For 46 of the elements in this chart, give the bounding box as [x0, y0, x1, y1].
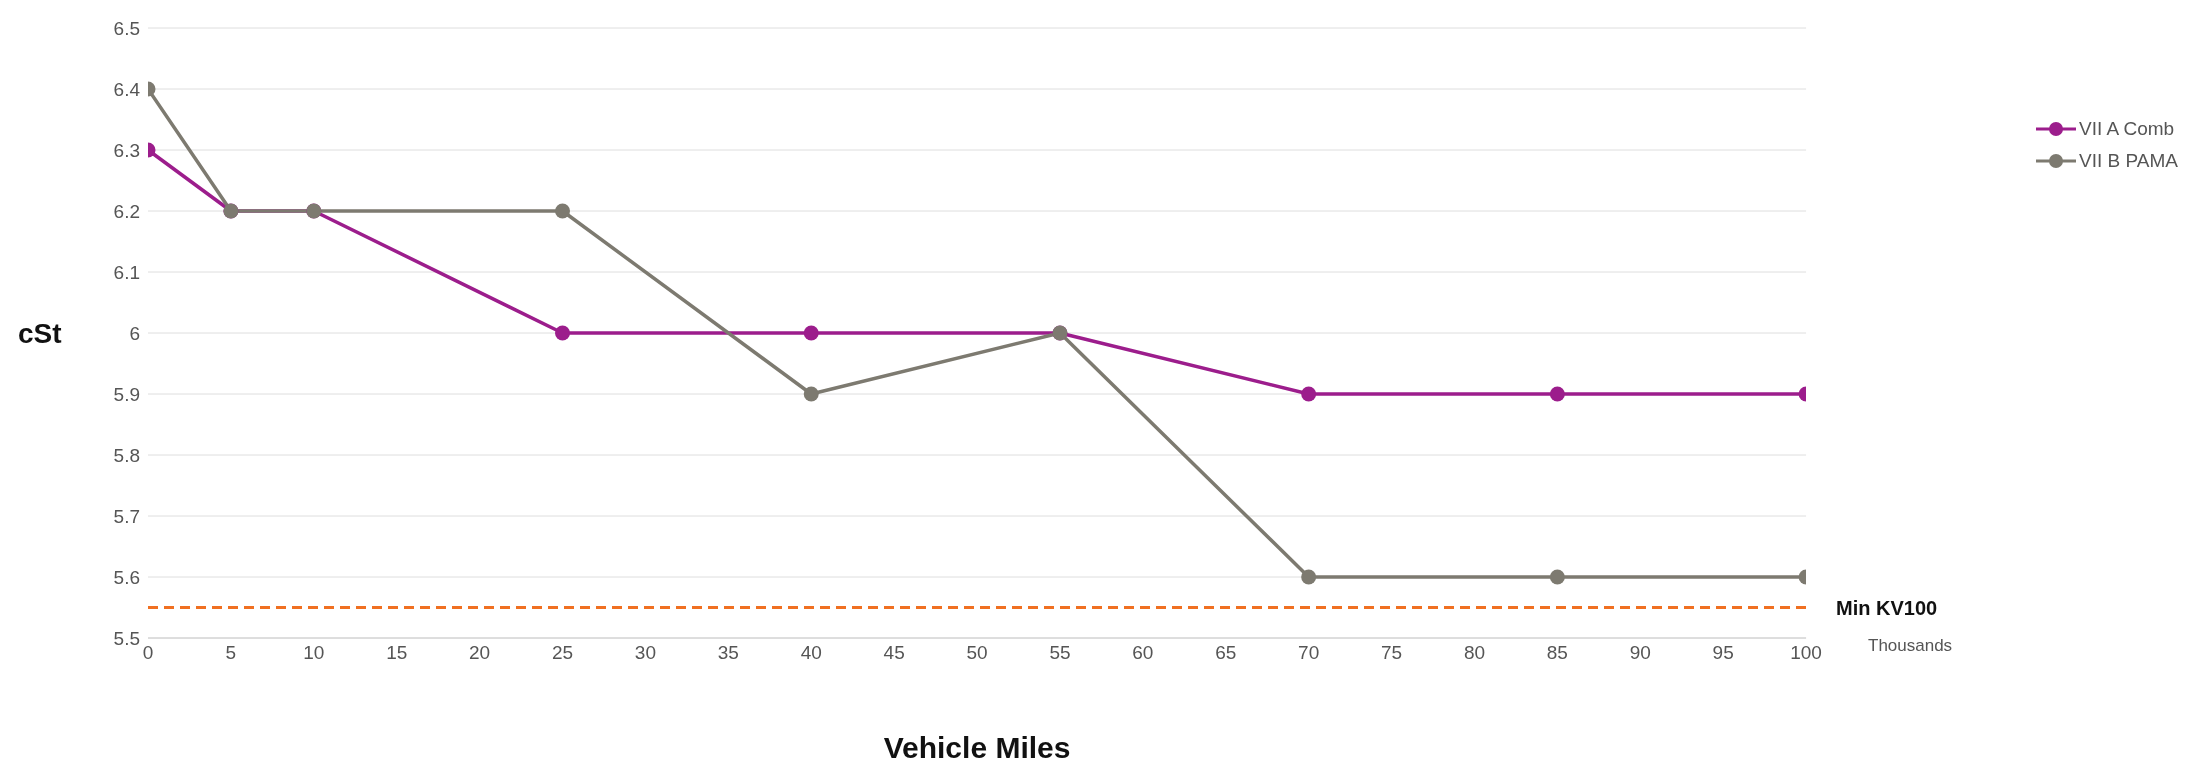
x-tick-label: 100: [1790, 642, 1822, 664]
x-tick-label: 90: [1629, 642, 1651, 664]
x-tick-label: 50: [966, 642, 988, 664]
x-tick-label: 80: [1463, 642, 1486, 664]
point: [803, 325, 819, 341]
point: [803, 386, 819, 402]
y-tick-label: 6.2: [113, 200, 140, 222]
y-tick-label: 5.8: [113, 444, 140, 466]
point: [1549, 386, 1565, 402]
x-tick-label: 95: [1712, 642, 1734, 664]
point: [555, 325, 571, 341]
legend-label: VII A Comb: [2079, 118, 2175, 140]
y-tick-label: 6.3: [113, 139, 140, 161]
x-tick-label: 75: [1381, 642, 1403, 664]
text: Thousands: [1868, 636, 1953, 656]
x-tick-label: 30: [634, 642, 656, 664]
x-tick-label: 85: [1546, 642, 1568, 664]
point: [1301, 386, 1317, 402]
y-tick-label: 5.9: [113, 383, 140, 405]
x-tick-label: 55: [1049, 642, 1071, 664]
x-tick-label: 15: [386, 642, 408, 664]
x-tick-label: 40: [800, 642, 822, 664]
x-axis-title: Vehicle Miles: [883, 731, 1071, 764]
y-tick-label: 5.6: [113, 566, 140, 588]
x-tick-label: 0: [142, 642, 154, 664]
x-tick-label: 45: [883, 642, 905, 664]
x-tick-label: 35: [717, 642, 739, 664]
x-tick-label: 60: [1132, 642, 1154, 664]
x-tick-label: 65: [1215, 642, 1237, 664]
y-tick-label: 5.5: [113, 627, 140, 649]
y-tick-label: 6.4: [113, 78, 141, 100]
x-tick-label: 25: [551, 642, 574, 664]
y-axis-title: cSt: [18, 317, 62, 349]
ref-line-label: Min KV100: [1836, 596, 1938, 619]
y-tick-label: 5.7: [113, 505, 140, 527]
point: [555, 203, 571, 219]
legend-label: VII B PAMA: [2079, 150, 2178, 172]
x-tick-label: 20: [469, 642, 491, 664]
x-tick-label: 10: [303, 642, 325, 664]
y-tick-label: 6.1: [113, 261, 140, 283]
point: [1301, 569, 1317, 585]
y-tick-label: 6.5: [113, 17, 140, 39]
y-tick-label: 6: [129, 322, 140, 344]
x-tick-label: 5: [225, 642, 237, 664]
point: [1549, 569, 1565, 585]
x-tick-label: 70: [1298, 642, 1320, 664]
